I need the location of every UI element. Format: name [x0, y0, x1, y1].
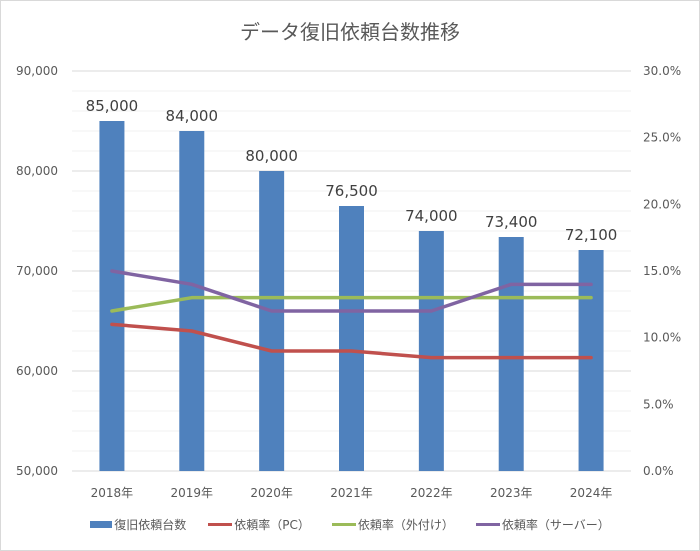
x-tick-label: 2021年: [330, 486, 373, 500]
line-series-path: [110, 269, 593, 313]
bar-data-label: 72,100: [565, 226, 618, 244]
bar-data-label: 80,000: [245, 147, 298, 165]
legend-swatch-line: [208, 523, 233, 526]
bar-data-label: 73,400: [485, 213, 538, 231]
y2-tick-label: 25.0%: [643, 131, 681, 145]
bar: [339, 206, 364, 471]
y-tick-label: 60,000: [16, 364, 58, 378]
legend-item-external-rate: 依頼率（外付け）: [331, 516, 454, 533]
line-series-path: [110, 295, 593, 313]
line-series: [110, 269, 593, 360]
legend: 復旧依頼台数 依頼率（PC） 依頼率（外付け） 依頼率（サーバー）: [0, 516, 700, 533]
y-tick-label: 80,000: [16, 164, 58, 178]
bar: [99, 121, 125, 471]
bar: [259, 171, 285, 471]
legend-item-pc-rate: 依頼率（PC）: [208, 516, 310, 533]
legend-item-server-rate: 依頼率（サーバー）: [475, 516, 610, 533]
legend-label: 依頼率（PC）: [234, 518, 310, 532]
y-tick-label: 90,000: [16, 64, 58, 78]
bar: [498, 237, 524, 471]
legend-swatch-line: [331, 523, 356, 526]
y2-tick-label: 0.0%: [643, 464, 674, 478]
y-tick-label: 70,000: [16, 264, 58, 278]
bar: [578, 250, 604, 471]
y2-tick-label: 5.0%: [643, 397, 674, 411]
bar: [418, 231, 444, 471]
y-tick-label: 50,000: [16, 464, 58, 478]
y2-tick-label: 20.0%: [643, 197, 681, 211]
y2-tick-label: 30.0%: [643, 64, 681, 78]
legend-swatch-line: [475, 523, 500, 526]
bar-data-label: 76,500: [325, 182, 378, 200]
x-tick-label: 2019年: [171, 486, 214, 500]
legend-label: 復旧依頼台数: [114, 518, 187, 532]
line-series-path: [110, 322, 593, 360]
bar-data-label: 84,000: [166, 107, 219, 125]
legend-swatch-bar: [90, 521, 113, 528]
bar-data-label: 85,000: [86, 97, 139, 115]
x-tick-label: 2020年: [250, 486, 293, 500]
data-labels: 85,000 84,000 80,000 76,500 74,000 73,400 72,1…: [86, 97, 618, 244]
y2-tick-label: 15.0%: [643, 264, 681, 278]
x-tick-label: 2024年: [570, 486, 613, 500]
right-axis: 30.0% 25.0% 20.0% 15.0% 10.0% 5.0% 0.0%: [643, 64, 681, 478]
left-axis: 90,000 80,000 70,000 60,000 50,000: [16, 64, 58, 478]
bar-series: [99, 121, 604, 471]
x-tick-label: 2018年: [91, 486, 134, 500]
x-axis: 2018年 2019年 2020年 2021年 2022年 2023年 2024年: [91, 486, 613, 500]
x-tick-label: 2022年: [410, 486, 453, 500]
y2-tick-label: 10.0%: [643, 331, 681, 345]
bar-data-label: 74,000: [405, 207, 458, 225]
x-tick-label: 2023年: [490, 486, 533, 500]
bar: [179, 131, 205, 471]
legend-label: 依頼率（外付け）: [357, 518, 454, 532]
legend-label: 依頼率（サーバー）: [501, 518, 610, 532]
legend-item-recovery-count: 復旧依頼台数: [90, 516, 186, 533]
chart-title: データ復旧依頼台数推移: [240, 20, 460, 44]
